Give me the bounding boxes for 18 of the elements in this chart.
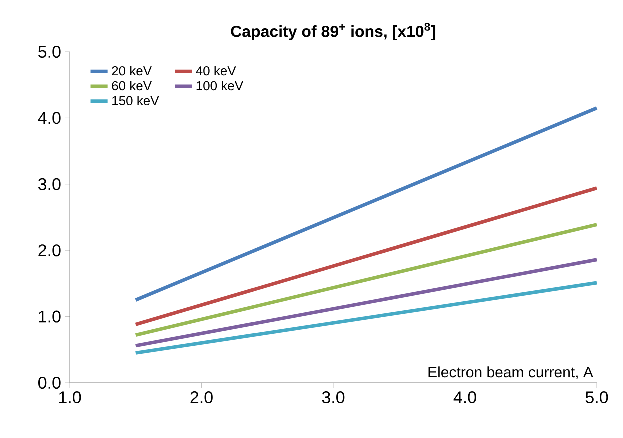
x-tick-label: 4.0 bbox=[454, 392, 476, 404]
x-tick-label: 1.0 bbox=[59, 392, 82, 404]
y-tick-label: 1.0 bbox=[39, 310, 61, 323]
y-tick-label: 2.0 bbox=[38, 244, 61, 257]
x-axis-title: Electron beam current, A bbox=[428, 366, 594, 380]
legend-label: 150 keV bbox=[112, 96, 160, 106]
legend-label: 20 keV bbox=[112, 66, 152, 76]
y-tick-label: 3.0 bbox=[38, 178, 61, 190]
legend-label: 100 keV bbox=[196, 81, 244, 91]
x-tick-label: 5.0 bbox=[586, 392, 608, 404]
y-tick-label: 4.0 bbox=[38, 112, 61, 124]
y-tick-label: 0.0 bbox=[38, 376, 61, 390]
x-tick-label: 2.0 bbox=[190, 392, 213, 404]
x-tick-label: 3.0 bbox=[322, 392, 345, 404]
y-tick-label: 5.0 bbox=[38, 46, 61, 58]
legend-label: 40 keV bbox=[196, 66, 236, 76]
legend-label: 60 keV bbox=[112, 81, 152, 91]
chart-title: Capacity of 89$^{+}$ ions, [x10$^{8}$] bbox=[231, 23, 436, 40]
